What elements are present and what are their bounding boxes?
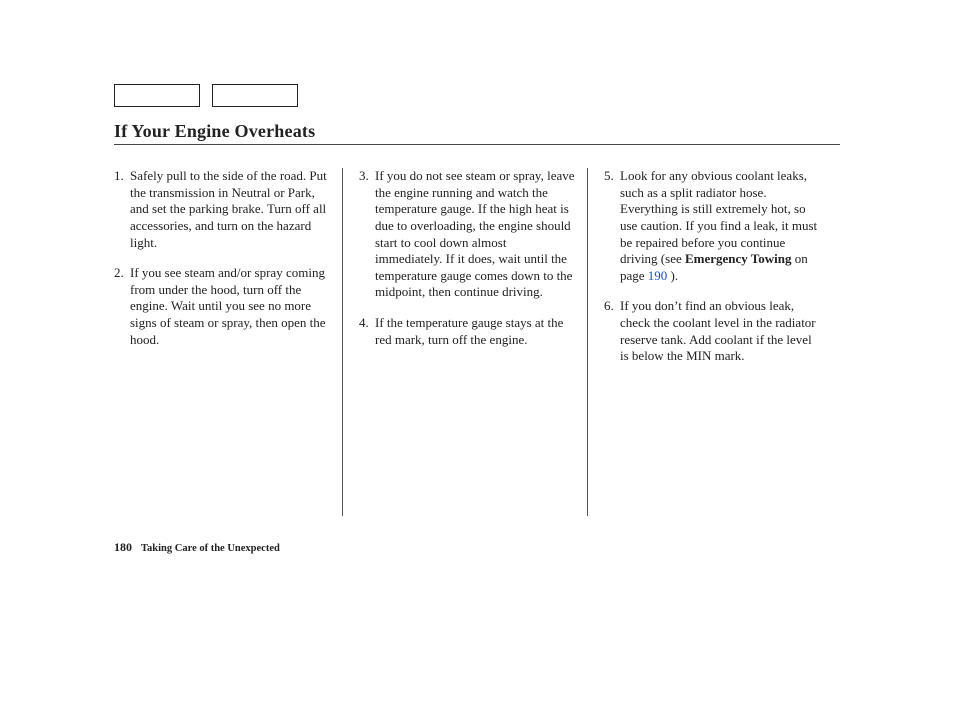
step-number: 6.: [604, 298, 620, 365]
step-number: 4.: [359, 315, 375, 348]
step-5: 5. Look for any obvious coolant leaks, s…: [604, 168, 820, 284]
column-separator: [587, 168, 588, 516]
column-2: 3. If you do not see steam or spray, lea…: [359, 168, 587, 516]
empty-box-1: [114, 84, 200, 107]
step-number: 2.: [114, 265, 130, 348]
page-number: 180: [114, 540, 132, 554]
step-text: Look for any obvious coolant leaks, such…: [620, 168, 820, 284]
step-1: 1. Safely pull to the side of the road. …: [114, 168, 330, 251]
manual-page: If Your Engine Overheats 1. Safely pull …: [0, 0, 954, 710]
step-text: If the temperature gauge stays at the re…: [375, 315, 575, 348]
top-box-group: [114, 84, 298, 107]
step-text: If you do not see steam or spray, leave …: [375, 168, 575, 301]
column-3: 5. Look for any obvious coolant leaks, s…: [604, 168, 832, 516]
footer-section: Taking Care of the Unexpected: [141, 543, 280, 554]
step-6: 6. If you don’t find an obvious leak, ch…: [604, 298, 820, 365]
title-rule: [114, 144, 840, 145]
step-2: 2. If you see steam and/or spray coming …: [114, 265, 330, 348]
step-number: 1.: [114, 168, 130, 251]
page-title: If Your Engine Overheats: [114, 120, 315, 143]
step-number: 3.: [359, 168, 375, 301]
column-1: 1. Safely pull to the side of the road. …: [114, 168, 342, 516]
empty-box-2: [212, 84, 298, 107]
step-3: 3. If you do not see steam or spray, lea…: [359, 168, 575, 301]
step5-post: ).: [667, 268, 678, 283]
step-4: 4. If the temperature gauge stays at the…: [359, 315, 575, 348]
step-number: 5.: [604, 168, 620, 284]
column-separator: [342, 168, 343, 516]
step-text: Safely pull to the side of the road. Put…: [130, 168, 330, 251]
page-ref-link[interactable]: 190: [648, 268, 668, 283]
step-text: If you don’t find an obvious leak, check…: [620, 298, 820, 365]
body-columns: 1. Safely pull to the side of the road. …: [114, 168, 842, 516]
emergency-towing-ref: Emergency Towing: [685, 251, 792, 266]
page-footer: 180 Taking Care of the Unexpected: [114, 540, 280, 555]
step-text: If you see steam and/or spray coming fro…: [130, 265, 330, 348]
